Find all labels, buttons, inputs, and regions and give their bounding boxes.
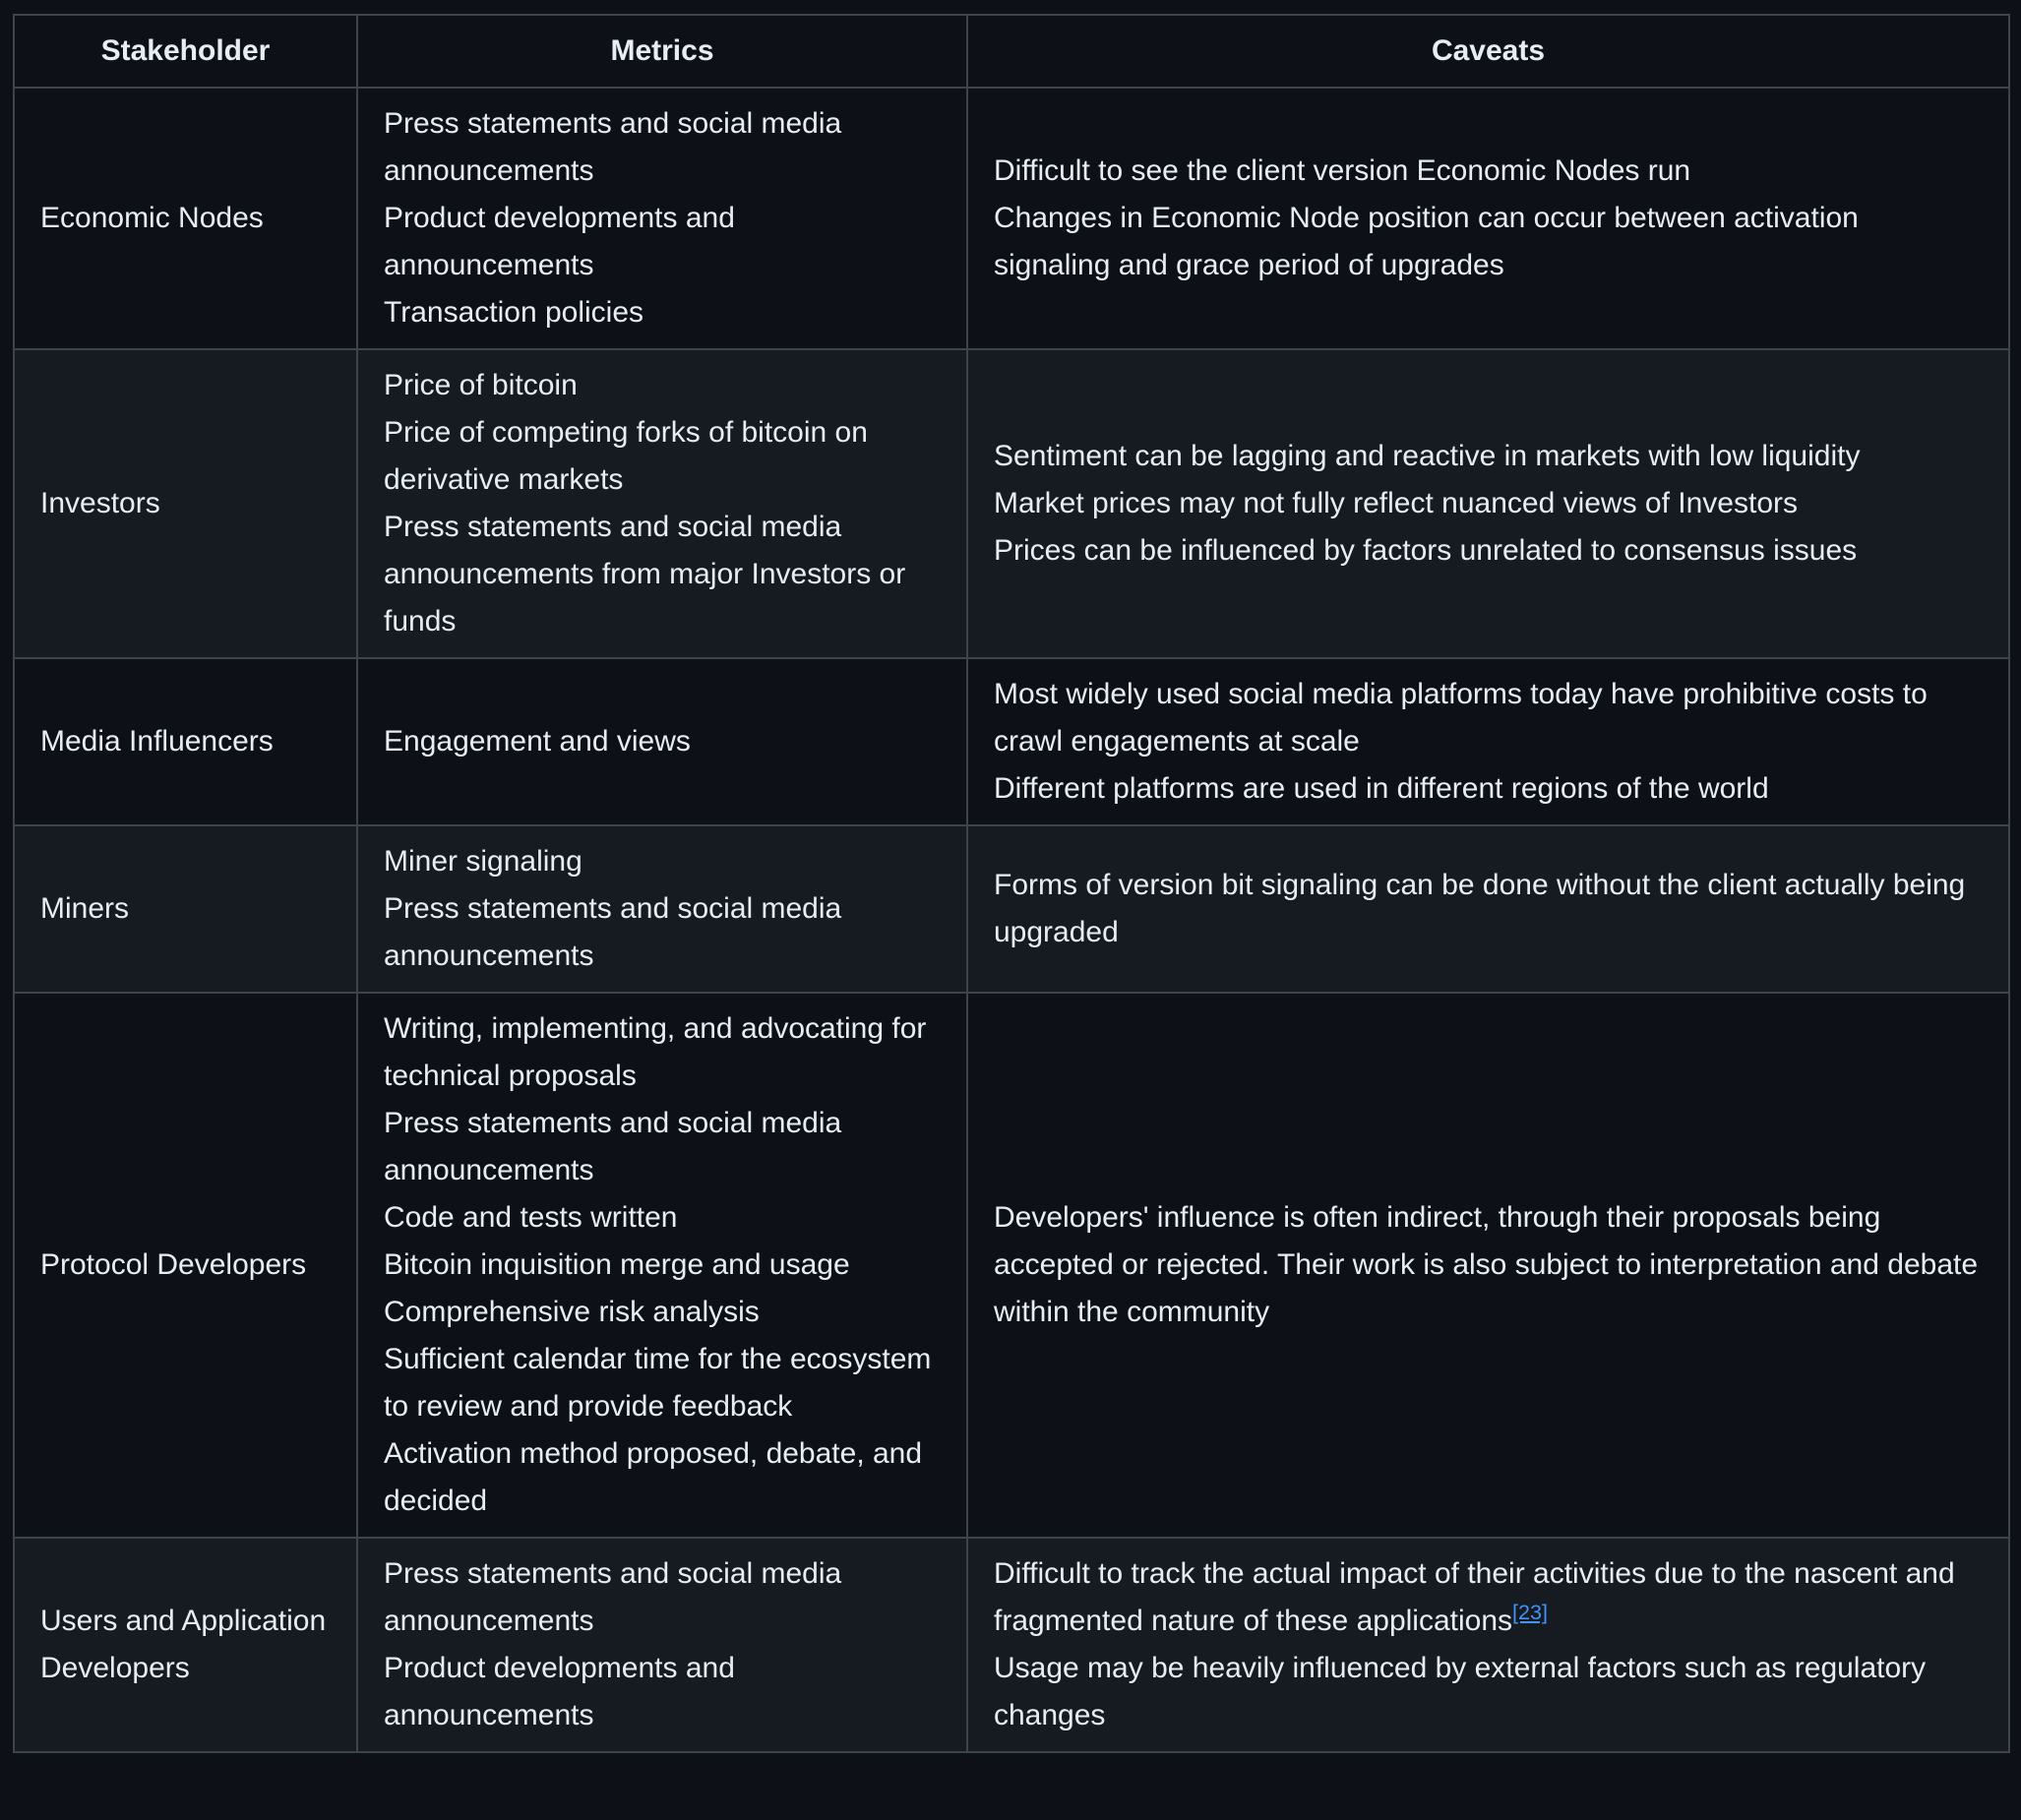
metrics-cell: Press statements and social media announ… [356, 87, 968, 350]
metrics-cell: Writing, implementing, and advocating fo… [356, 992, 968, 1539]
table-row: Media Influencers Engagement and views Mos… [13, 657, 2010, 826]
footnote-ref: [23] [1512, 1600, 1548, 1624]
stakeholder-cell: Media Influencers [13, 657, 358, 826]
column-header-metrics: Metrics [356, 14, 968, 89]
caveats-cell: Forms of version bit signaling can be do… [966, 824, 2010, 994]
metrics-cell: Press statements and social media announ… [356, 1537, 968, 1753]
table-row: Investors Price of bitcoin Price of compet… [13, 348, 2010, 659]
metrics-cell: Engagement and views [356, 657, 968, 826]
stakeholder-cell: Users and Application Developers [13, 1537, 358, 1753]
table-row: Miners Miner signaling Press statements an… [13, 824, 2010, 994]
table-row: Users and Application Developers Press st… [13, 1537, 2010, 1753]
stakeholder-cell: Investors [13, 348, 358, 659]
stakeholder-metrics-caveats-table: Stakeholder Metrics Caveats Economic Nod… [13, 14, 2010, 1753]
table-body: Economic Nodes Press statements and socia… [13, 87, 2010, 1753]
metrics-cell: Miner signaling Press statements and soci… [356, 824, 968, 994]
caveats-cell: Developers' influence is often indirect,… [966, 992, 2010, 1539]
table-row: Economic Nodes Press statements and socia… [13, 87, 2010, 350]
caveats-cell: Sentiment can be lagging and reactive in… [966, 348, 2010, 659]
column-header-caveats: Caveats [966, 14, 2010, 89]
stakeholder-cell: Protocol Developers [13, 992, 358, 1539]
caveats-cell: Difficult to see the client version Econ… [966, 87, 2010, 350]
footnote-link[interactable]: [23] [1512, 1600, 1549, 1624]
caveats-cell: Most widely used social media platforms … [966, 657, 2010, 826]
stakeholder-cell: Economic Nodes [13, 87, 358, 350]
caveats-cell: Difficult to track the actual impact of … [966, 1537, 2010, 1753]
table-row: Protocol Developers Writing, implementing… [13, 992, 2010, 1539]
stakeholder-cell: Miners [13, 824, 358, 994]
metrics-cell: Price of bitcoin Price of competing forks… [356, 348, 968, 659]
column-header-stakeholder: Stakeholder [13, 14, 358, 89]
table-header-row: Stakeholder Metrics Caveats [13, 14, 2010, 89]
